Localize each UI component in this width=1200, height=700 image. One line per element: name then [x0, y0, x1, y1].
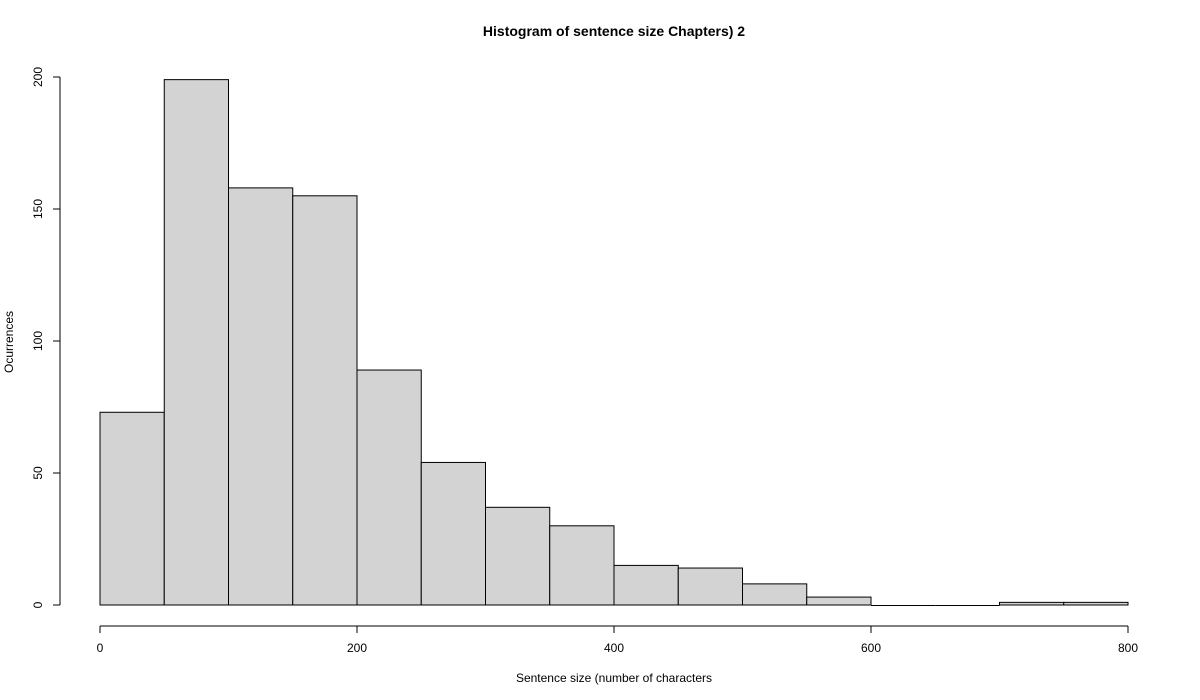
histogram-bar [420, 461, 486, 606]
histogram-bar [228, 187, 294, 606]
histogram-bar [677, 567, 743, 606]
histogram-bar [356, 369, 422, 606]
y-tick-label: 150 [31, 199, 45, 219]
histogram-bar [163, 79, 229, 606]
histogram-bar [1063, 601, 1129, 606]
bars-group [99, 79, 1129, 606]
y-axis: 0 50 100 150 200 [31, 67, 61, 608]
y-tick-label: 100 [31, 331, 45, 351]
x-tick-label: 800 [1118, 641, 1138, 655]
histogram-bar [549, 525, 615, 606]
histogram-bar [99, 411, 165, 606]
x-tick-label: 600 [861, 641, 881, 655]
chart-title: Histogram of sentence size Chapters) 2 [483, 23, 745, 39]
histogram-bar [806, 596, 872, 606]
y-tick-label: 0 [31, 601, 45, 608]
x-tick-label: 0 [97, 641, 104, 655]
x-tick-label: 200 [347, 641, 367, 655]
y-tick-label: 200 [31, 67, 45, 87]
histogram-bar [485, 506, 551, 606]
x-axis-label: Sentence size (number of characters [516, 671, 712, 685]
histogram-bar [613, 564, 679, 606]
y-axis-label: Ocurrences [2, 311, 16, 373]
histogram-bar [292, 195, 358, 606]
x-tick-label: 400 [604, 641, 624, 655]
x-axis: 0 200 400 600 800 [97, 625, 1138, 655]
histogram-bar [999, 601, 1065, 606]
histogram-bar [742, 583, 808, 606]
y-tick-label: 50 [31, 466, 45, 480]
